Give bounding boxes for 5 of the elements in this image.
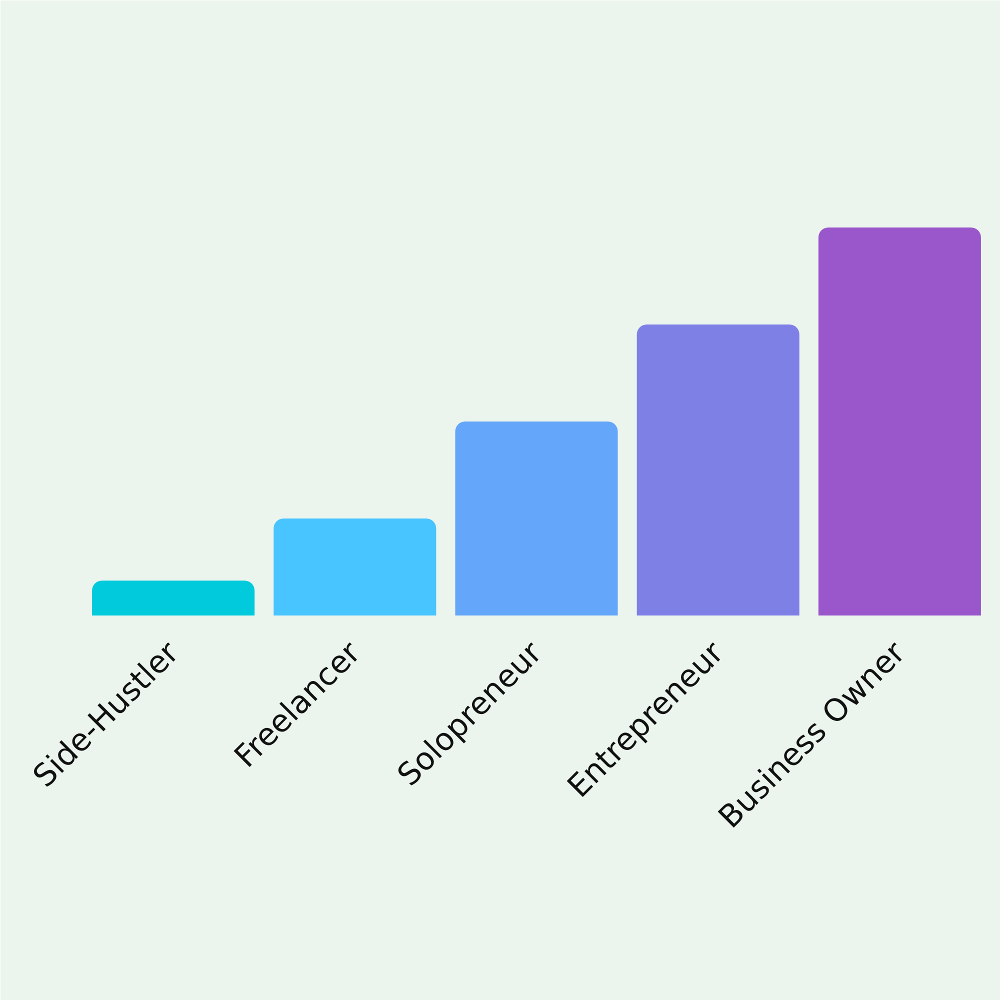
bar <box>274 518 436 616</box>
bar <box>455 422 618 616</box>
bar <box>636 324 800 616</box>
bar <box>92 580 255 616</box>
bar <box>818 228 981 616</box>
